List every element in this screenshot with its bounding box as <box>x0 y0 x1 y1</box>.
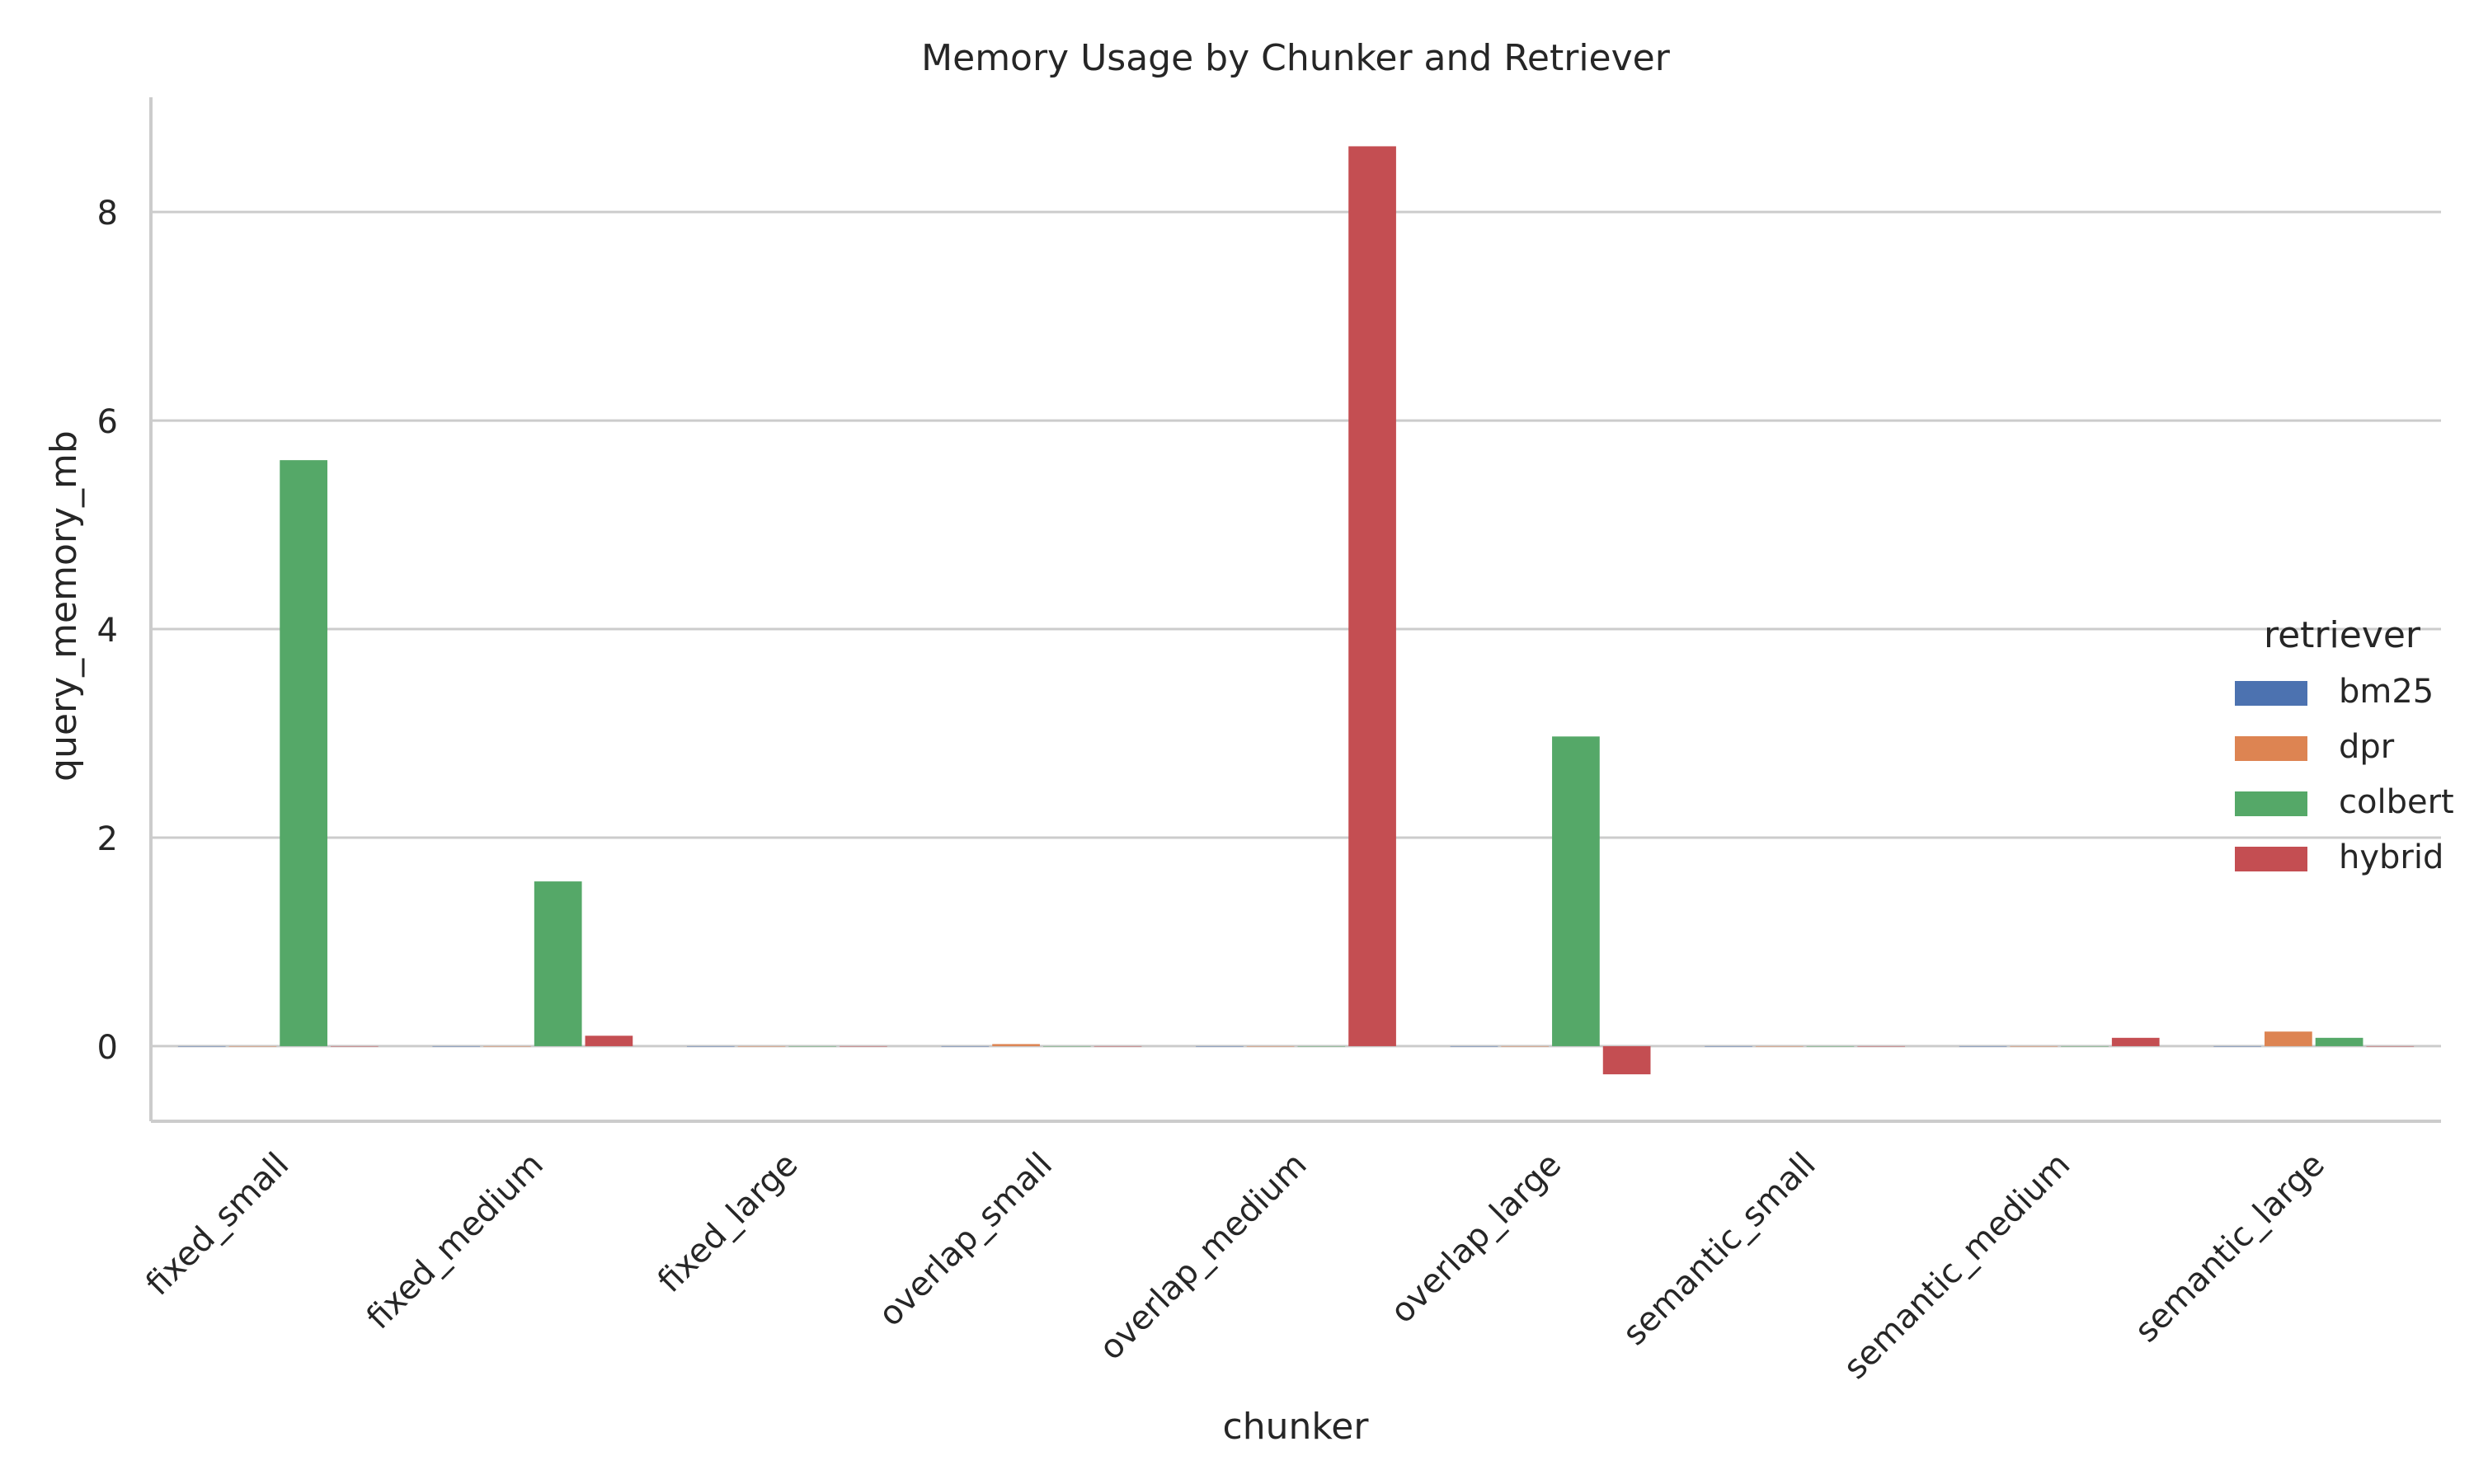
bar-colbert-fixed_small <box>280 460 327 1046</box>
bar-bm25-overlap_large <box>1450 1045 1498 1047</box>
bar-bm25-fixed_medium <box>432 1045 481 1047</box>
legend-label: dpr <box>2339 728 2395 766</box>
bar-bm25-semantic_medium <box>1959 1045 2007 1047</box>
y-tick-label: 6 <box>97 403 118 441</box>
bar-bm25-overlap_small <box>941 1045 990 1047</box>
y-tick-label: 4 <box>97 612 118 650</box>
legend-title: retriever <box>2264 614 2421 656</box>
legend: retriever bm25 dpr colbert hybrid <box>2235 614 2454 876</box>
bar-bm25-overlap_medium <box>1196 1045 1244 1047</box>
bar-dpr-overlap_large <box>1501 1045 1550 1047</box>
legend-swatch-bm25 <box>2235 681 2307 706</box>
bar-dpr-fixed_large <box>737 1045 786 1047</box>
bar-bm25-fixed_small <box>177 1045 226 1047</box>
bar-dpr-overlap_medium <box>1246 1045 1295 1047</box>
bar-colbert-overlap_large <box>1552 736 1600 1046</box>
bar-hybrid-semantic_small <box>1857 1045 1906 1047</box>
bar-dpr-fixed_small <box>228 1045 277 1047</box>
y-tick-labels: 0 2 4 6 8 <box>97 195 118 1067</box>
y-tick-label: 8 <box>97 195 118 232</box>
bar-bm25-fixed_large <box>686 1045 735 1047</box>
gridlines <box>151 210 2441 1048</box>
axes <box>149 97 2441 1123</box>
chart-title: Memory Usage by Chunker and Retriever <box>921 37 1671 79</box>
legend-swatch-dpr <box>2235 736 2307 761</box>
bar-colbert-overlap_medium <box>1297 1045 1346 1047</box>
legend-label: colbert <box>2339 783 2454 821</box>
bar-dpr-semantic_small <box>1755 1045 1804 1047</box>
legend-label: hybrid <box>2339 838 2443 876</box>
bar-bm25-semantic_large <box>2213 1045 2262 1047</box>
bar-colbert-fixed_large <box>788 1045 837 1047</box>
legend-swatch-colbert <box>2235 791 2307 816</box>
bars <box>177 146 2415 1075</box>
y-tick-label: 0 <box>97 1029 118 1067</box>
bar-hybrid-overlap_medium <box>1348 146 1396 1046</box>
bar-colbert-fixed_medium <box>534 881 582 1046</box>
bar-hybrid-semantic_large <box>2366 1045 2415 1047</box>
y-axis-label: query_memory_mb <box>43 430 85 782</box>
bar-bm25-semantic_small <box>1705 1045 1752 1047</box>
bar-hybrid-fixed_medium <box>585 1036 633 1046</box>
bar-colbert-semantic_small <box>1806 1045 1855 1047</box>
bar-hybrid-fixed_small <box>330 1045 379 1047</box>
x-axis-label: chunker <box>1223 1406 1370 1448</box>
bar-hybrid-overlap_large <box>1602 1045 1651 1075</box>
bar-dpr-semantic_large <box>2265 1031 2312 1046</box>
bar-hybrid-fixed_large <box>840 1045 887 1047</box>
bar-dpr-semantic_medium <box>2010 1045 2058 1047</box>
bar-colbert-overlap_small <box>1042 1045 1091 1047</box>
legend-label: bm25 <box>2339 673 2434 711</box>
bar-colbert-semantic_medium <box>2061 1045 2109 1047</box>
legend-swatch-hybrid <box>2235 847 2307 871</box>
bar-hybrid-semantic_medium <box>2111 1037 2160 1046</box>
bar-hybrid-overlap_small <box>1094 1045 1142 1047</box>
bar-dpr-fixed_medium <box>483 1045 531 1047</box>
bar-dpr-overlap_small <box>992 1044 1040 1046</box>
bar-colbert-semantic_large <box>2315 1037 2363 1046</box>
y-tick-label: 2 <box>97 820 118 858</box>
